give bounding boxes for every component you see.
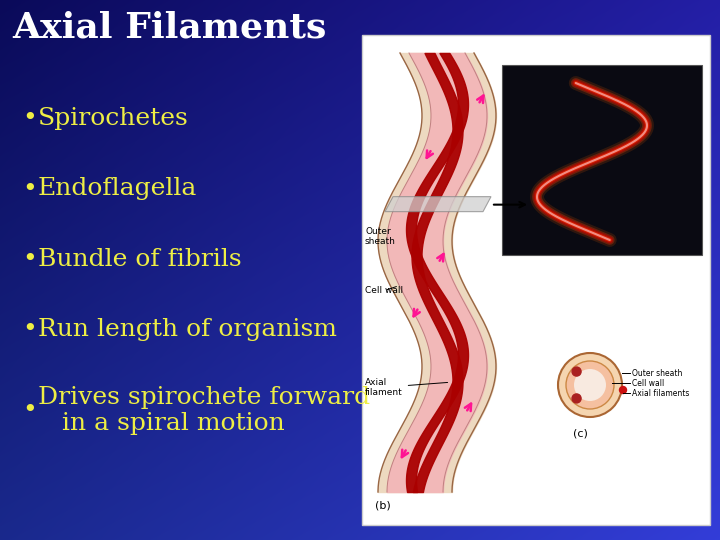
- Text: •: •: [22, 399, 37, 422]
- Text: Run length of organism: Run length of organism: [38, 318, 337, 341]
- Text: Axial filaments: Axial filaments: [632, 388, 689, 397]
- Text: (b): (b): [375, 500, 391, 510]
- Text: Drives spirochete forward
   in a spiral motion: Drives spirochete forward in a spiral mo…: [38, 386, 370, 435]
- Text: •: •: [22, 178, 37, 200]
- Text: Endoflagella: Endoflagella: [38, 178, 197, 200]
- FancyBboxPatch shape: [362, 35, 710, 525]
- Text: Outer
sheath: Outer sheath: [365, 227, 396, 246]
- Text: (c): (c): [572, 429, 588, 439]
- Text: •: •: [22, 107, 37, 130]
- Circle shape: [574, 369, 606, 401]
- Text: Axial
filament: Axial filament: [365, 377, 448, 397]
- FancyBboxPatch shape: [502, 65, 702, 255]
- Circle shape: [572, 394, 581, 403]
- Circle shape: [572, 367, 581, 376]
- Circle shape: [558, 353, 622, 417]
- Text: Bundle of fibrils: Bundle of fibrils: [38, 248, 242, 271]
- Circle shape: [619, 387, 626, 394]
- Text: Axial Filaments: Axial Filaments: [12, 10, 326, 44]
- Text: 33: 33: [677, 510, 700, 528]
- Text: •: •: [22, 248, 37, 271]
- Circle shape: [566, 361, 614, 409]
- Text: Cell wall: Cell wall: [365, 286, 403, 295]
- Text: Outer sheath: Outer sheath: [632, 368, 683, 377]
- Text: •: •: [22, 318, 37, 341]
- Text: Spirochetes: Spirochetes: [38, 107, 189, 130]
- Text: Cell wall: Cell wall: [632, 379, 665, 388]
- Polygon shape: [385, 197, 491, 212]
